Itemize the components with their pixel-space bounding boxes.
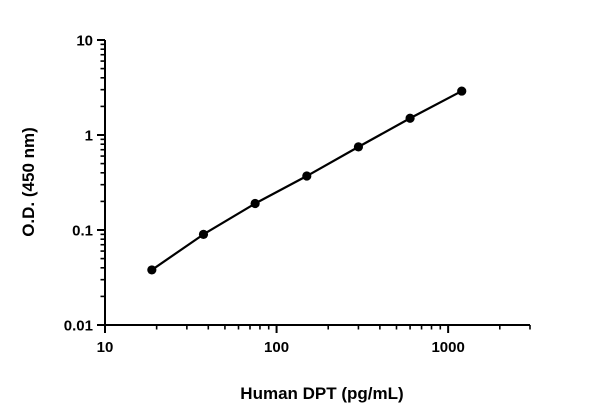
y-tick-label: 0.1 <box>72 223 93 240</box>
y-tick-label: 10 <box>76 33 93 50</box>
x-tick-label: 10 <box>97 339 114 356</box>
y-tick-label: 1 <box>85 128 93 145</box>
x-tick-label: 1000 <box>431 339 464 356</box>
data-point <box>147 265 157 275</box>
x-axis-title: Human DPT (pg/mL) <box>240 384 403 403</box>
data-point <box>353 142 364 152</box>
data-point <box>457 86 467 96</box>
data-point <box>405 113 415 123</box>
axes <box>104 40 530 326</box>
x-tick-label: 100 <box>264 339 289 356</box>
y-axis-title: O.D. (450 nm) <box>19 127 38 237</box>
data-point <box>302 171 312 181</box>
data-point <box>250 198 260 209</box>
y-tick-label: 0.01 <box>64 318 93 335</box>
data-point <box>198 229 209 239</box>
axis-ticks: 10 100 1000 0.01 0.1 1 10 <box>64 33 531 356</box>
data-series <box>147 86 467 275</box>
